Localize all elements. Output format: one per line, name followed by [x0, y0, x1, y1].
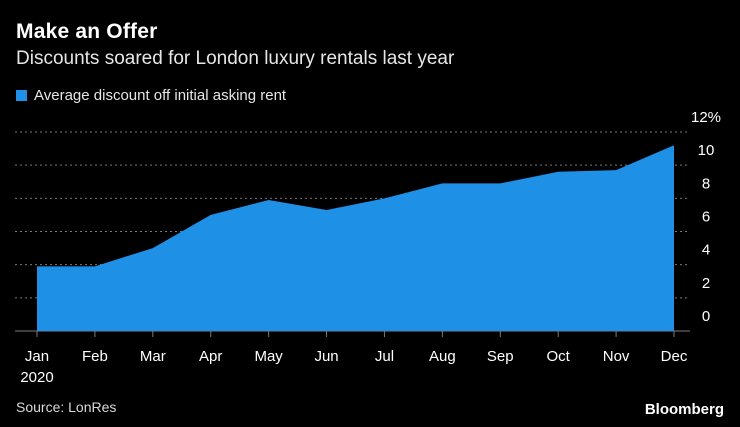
legend-swatch [16, 90, 27, 101]
y-tick-label: 4 [702, 242, 710, 259]
y-tick-label: 12% [691, 109, 721, 126]
x-tick-label: Aug [429, 348, 456, 365]
x-tick-label: May [254, 348, 283, 365]
y-axis-ticks: 0 2 4 6 8 10 12% [691, 109, 721, 325]
x-tick-label: Nov [603, 348, 630, 365]
source-note: Source: LonRes [16, 399, 117, 415]
bloomberg-logo: Bloomberg [644, 401, 724, 418]
y-tick-label: 6 [702, 209, 710, 226]
x-tick-label: Dec [661, 348, 688, 365]
x-tick-label: Jan [25, 348, 49, 365]
y-tick-label: 0 [702, 308, 710, 325]
x-axis-ticks: Jan Feb Mar Apr May Jun Jul Aug Sep Oct Nov Dec 2020 [20, 331, 688, 386]
y-tick-label: 8 [702, 175, 710, 192]
legend-label: Average discount off initial asking rent [34, 87, 287, 104]
x-year-label: 2020 [20, 369, 53, 386]
x-tick-label: Sep [487, 348, 514, 365]
x-tick-label: Feb [82, 348, 108, 365]
y-tick-label: 10 [698, 142, 715, 159]
y-tick-label: 2 [702, 275, 710, 292]
series-area [37, 145, 674, 331]
x-tick-label: Oct [547, 348, 571, 365]
data-area [37, 145, 674, 331]
chart-title: Make an Offer [16, 20, 158, 43]
x-tick-label: Apr [199, 348, 222, 365]
x-tick-label: Mar [140, 348, 166, 365]
x-tick-label: Jul [375, 348, 394, 365]
chart-subtitle: Discounts soared for London luxury renta… [16, 48, 455, 69]
legend: Average discount off initial asking rent [16, 87, 286, 104]
x-tick-label: Jun [314, 348, 338, 365]
